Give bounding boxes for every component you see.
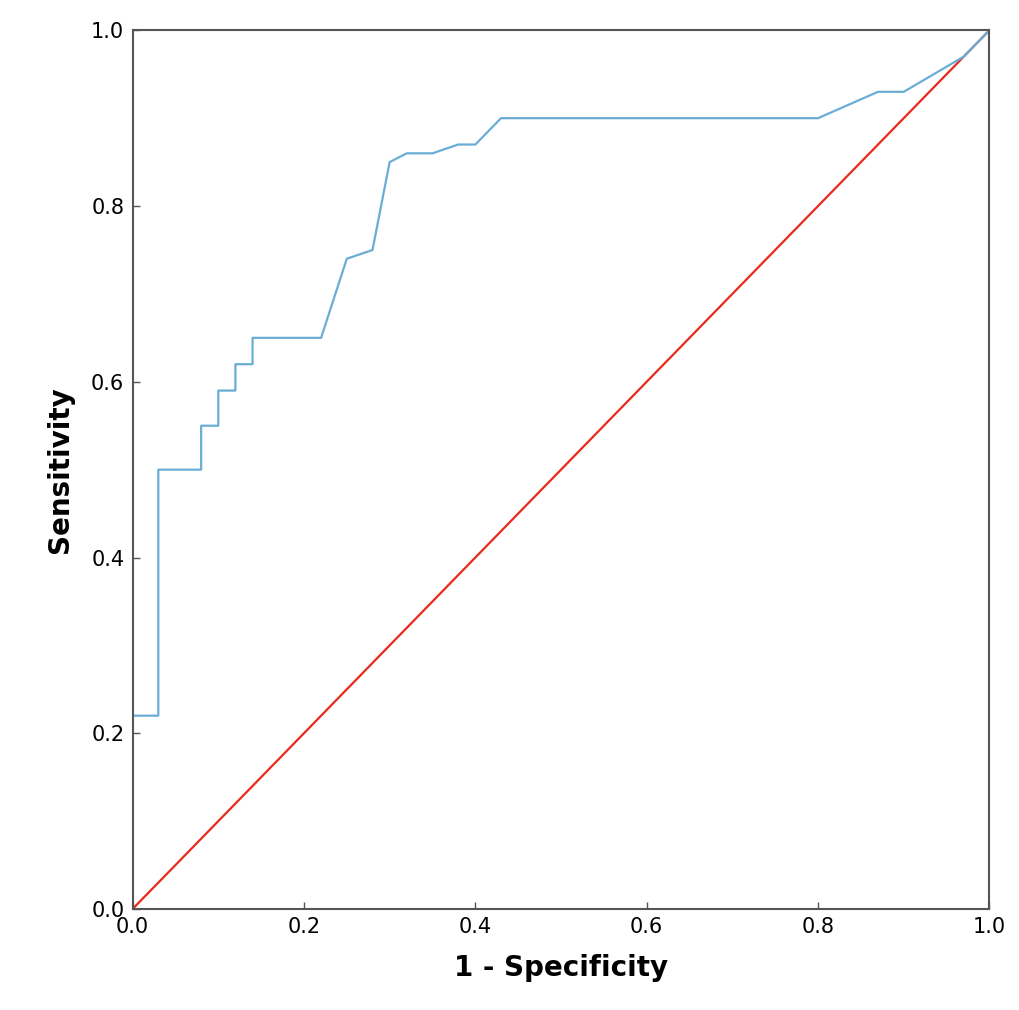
Y-axis label: Sensitivity: Sensitivity (46, 386, 74, 553)
X-axis label: 1 - Specificity: 1 - Specificity (453, 954, 667, 982)
